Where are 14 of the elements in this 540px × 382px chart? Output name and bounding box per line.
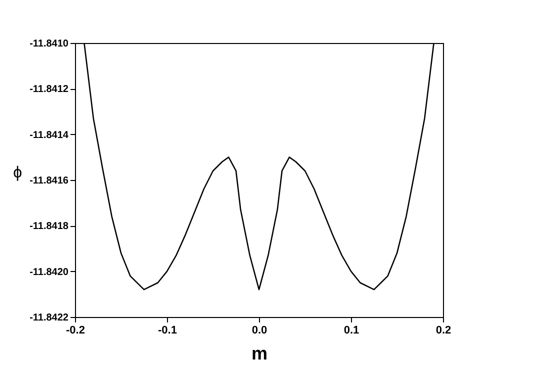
- x-tick-label: 0.0: [252, 324, 268, 336]
- y-tick-label: -11.8414: [30, 130, 69, 141]
- y-tick-label: -11.8416: [30, 176, 69, 186]
- x-tick-label: -0.1: [158, 324, 177, 336]
- y-tick-label: -11.8422: [30, 312, 69, 324]
- y-axis-title: ϕ: [13, 164, 22, 182]
- x-tick-label: 0.1: [344, 324, 360, 336]
- x-tick-label: 0.2: [436, 324, 452, 336]
- x-tick-label: -0.2: [66, 324, 85, 336]
- y-tick-label: -11.8420: [30, 266, 69, 278]
- y-tick-label: -11.8412: [30, 84, 69, 96]
- x-axis-title: m: [251, 344, 268, 364]
- y-tick-label: -11.8410: [30, 38, 69, 50]
- y-tick-label: -11.8418: [30, 221, 69, 232]
